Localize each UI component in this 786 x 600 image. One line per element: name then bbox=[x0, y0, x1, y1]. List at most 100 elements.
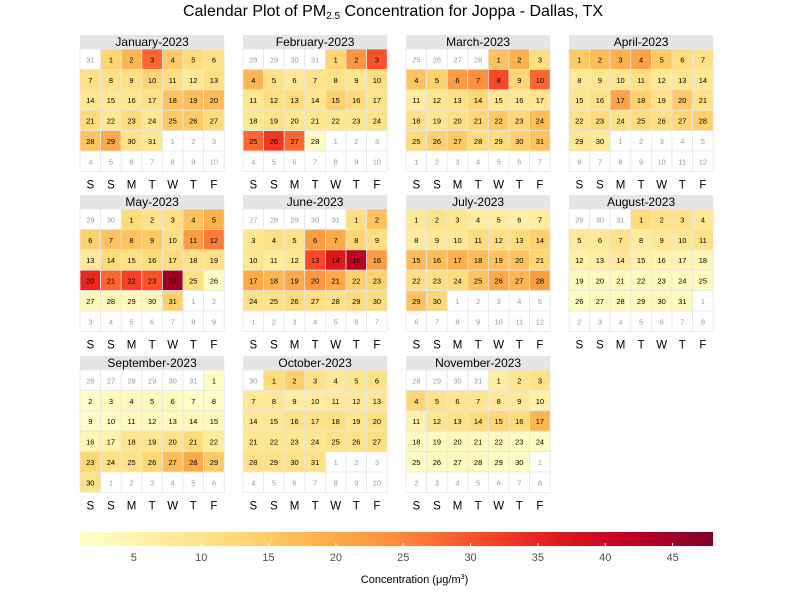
day-number: 4 bbox=[334, 376, 338, 385]
weekday-label: W bbox=[493, 500, 504, 512]
day-number: 20 bbox=[373, 417, 381, 426]
day-number: 7 bbox=[598, 157, 602, 166]
day-number: 4 bbox=[639, 55, 643, 64]
day-number: 30 bbox=[107, 215, 115, 224]
day-number: 7 bbox=[191, 397, 195, 406]
weekday-label: F bbox=[536, 339, 543, 351]
day-number: 13 bbox=[453, 417, 461, 426]
day-number: 1 bbox=[334, 458, 338, 467]
day-number: 10 bbox=[453, 236, 461, 245]
day-number: 30 bbox=[148, 297, 156, 306]
day-number: 30 bbox=[290, 55, 298, 64]
month-strip bbox=[80, 356, 225, 370]
day-number: 7 bbox=[313, 157, 317, 166]
day-number: 20 bbox=[290, 117, 298, 126]
day-number: 9 bbox=[660, 236, 664, 245]
day-number: 2 bbox=[375, 215, 379, 224]
day-number: 27 bbox=[311, 297, 319, 306]
weekday-label: S bbox=[270, 500, 278, 512]
day-number: 19 bbox=[495, 256, 503, 265]
day-number: 30 bbox=[86, 478, 94, 487]
day-number: 13 bbox=[169, 417, 177, 426]
day-number: 23 bbox=[373, 277, 381, 286]
day-number: 13 bbox=[290, 96, 298, 105]
month-title: May-2023 bbox=[125, 195, 179, 209]
day-number: 2 bbox=[660, 215, 664, 224]
day-number: 13 bbox=[373, 397, 381, 406]
day-number: 16 bbox=[352, 96, 360, 105]
weekday-label: F bbox=[373, 339, 380, 351]
day-number: 25 bbox=[249, 137, 257, 146]
colorbar: 5 10 15 20 25 30 35 40 45 Concentration (μg/m3) bbox=[80, 532, 713, 586]
day-number: 10 bbox=[169, 236, 177, 245]
day-number: 7 bbox=[150, 157, 154, 166]
day-number: 20 bbox=[596, 277, 604, 286]
day-number: 26 bbox=[148, 458, 156, 467]
day-number: 10 bbox=[148, 76, 156, 85]
day-number: 7 bbox=[251, 397, 255, 406]
day-number: 1 bbox=[334, 55, 338, 64]
day-number: 12 bbox=[148, 417, 156, 426]
day-number: 22 bbox=[210, 438, 218, 447]
day-number: 2 bbox=[212, 297, 216, 306]
day-number: 12 bbox=[433, 96, 441, 105]
day-number: 23 bbox=[515, 438, 523, 447]
day-number: 14 bbox=[311, 96, 319, 105]
day-number: 18 bbox=[249, 117, 257, 126]
day-number: 3 bbox=[313, 376, 317, 385]
day-number: 27 bbox=[169, 458, 177, 467]
day-number: 7 bbox=[476, 76, 480, 85]
day-number: 17 bbox=[373, 96, 381, 105]
day-number: 11 bbox=[270, 256, 278, 265]
day-number: 4 bbox=[251, 478, 255, 487]
day-number: 9 bbox=[191, 157, 195, 166]
day-number: 3 bbox=[598, 317, 602, 326]
month-strip bbox=[569, 195, 714, 209]
day-number: 3 bbox=[171, 215, 175, 224]
day-number: 2 bbox=[435, 215, 439, 224]
day-number: 18 bbox=[332, 417, 340, 426]
colorbar-tick-label: 25 bbox=[397, 552, 409, 564]
day-number: 3 bbox=[455, 215, 459, 224]
day-number: 26 bbox=[270, 137, 278, 146]
day-number: 10 bbox=[373, 157, 381, 166]
day-number: 15 bbox=[107, 96, 115, 105]
month-title: June-2023 bbox=[287, 195, 344, 209]
day-number: 13 bbox=[86, 256, 94, 265]
day-number: 1 bbox=[497, 55, 501, 64]
day-number: 14 bbox=[249, 417, 257, 426]
weekday-label: S bbox=[86, 179, 94, 191]
day-number: 15 bbox=[495, 417, 503, 426]
day-number: 13 bbox=[596, 256, 604, 265]
day-number: 27 bbox=[453, 458, 461, 467]
day-number: 11 bbox=[412, 417, 420, 426]
day-number: 9 bbox=[129, 76, 133, 85]
day-number: 31 bbox=[616, 215, 624, 224]
day-number: 29 bbox=[290, 215, 298, 224]
day-number: 5 bbox=[109, 157, 113, 166]
day-number: 28 bbox=[332, 297, 340, 306]
day-number: 19 bbox=[290, 277, 298, 286]
day-number: 13 bbox=[210, 76, 218, 85]
day-number: 27 bbox=[373, 438, 381, 447]
day-number: 14 bbox=[332, 256, 340, 265]
weekday-label: T bbox=[149, 339, 156, 351]
day-number: 29 bbox=[637, 297, 645, 306]
weekday-label: W bbox=[167, 339, 178, 351]
day-number: 8 bbox=[212, 397, 216, 406]
day-number: 3 bbox=[680, 215, 684, 224]
day-number: 24 bbox=[107, 458, 115, 467]
weekday-label: W bbox=[167, 179, 178, 191]
day-number: 29 bbox=[575, 215, 583, 224]
day-number: 26 bbox=[658, 117, 666, 126]
month-title: November-2023 bbox=[435, 356, 521, 370]
day-number: 26 bbox=[86, 376, 94, 385]
weekday-label: S bbox=[249, 339, 257, 351]
day-number: 18 bbox=[412, 117, 420, 126]
day-number: 29 bbox=[270, 55, 278, 64]
day-number: 23 bbox=[290, 438, 298, 447]
day-number: 31 bbox=[311, 55, 319, 64]
day-number: 21 bbox=[699, 96, 707, 105]
weekday-label: T bbox=[516, 179, 523, 191]
